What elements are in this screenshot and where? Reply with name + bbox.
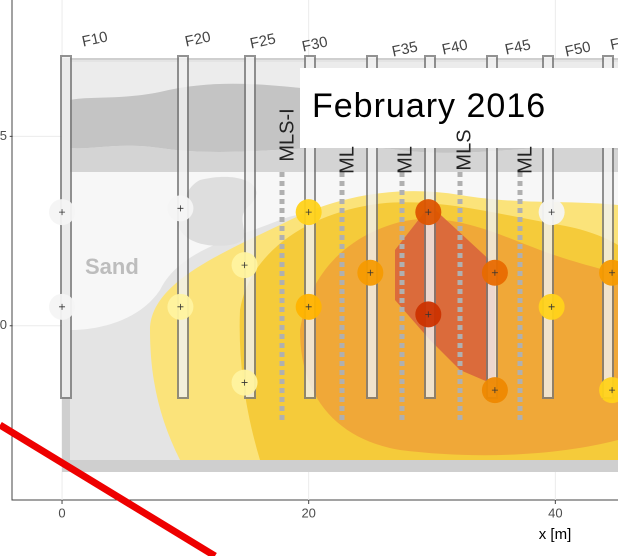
sample-point bbox=[482, 377, 508, 403]
sample-point bbox=[415, 301, 441, 327]
x-tick-label: 20 bbox=[301, 505, 315, 520]
y-tick-label: 0 bbox=[0, 317, 7, 332]
sampler-label: ML bbox=[514, 146, 536, 174]
sample-point bbox=[49, 294, 75, 320]
sample-point bbox=[49, 199, 75, 225]
sample-point bbox=[539, 294, 565, 320]
sample-point bbox=[232, 252, 258, 278]
sample-point bbox=[539, 199, 565, 225]
well-tube bbox=[61, 56, 71, 398]
sampler-label: ML bbox=[336, 146, 358, 174]
sample-point bbox=[482, 260, 508, 286]
sample-point bbox=[167, 195, 193, 221]
well-tube bbox=[245, 56, 255, 398]
sampler-label: MLS bbox=[453, 129, 475, 170]
sample-point bbox=[232, 370, 258, 396]
sample-point bbox=[415, 199, 441, 225]
x-axis-label: x [m] bbox=[539, 526, 572, 543]
sample-point bbox=[167, 294, 193, 320]
chart: Sand February 2016 x [m] 0204005F10F20F2… bbox=[0, 0, 618, 556]
x-tick-label: 40 bbox=[548, 505, 562, 520]
sampler-label: MLS-I bbox=[276, 108, 298, 161]
sampler-label: ML bbox=[394, 146, 416, 174]
layer-label: Sand bbox=[85, 254, 139, 279]
sample-point bbox=[357, 260, 383, 286]
chart-title: February 2016 bbox=[312, 87, 546, 125]
sample-point bbox=[296, 294, 322, 320]
sample-point bbox=[296, 199, 322, 225]
well-tube bbox=[178, 56, 188, 398]
x-tick-label: 0 bbox=[58, 505, 65, 520]
y-tick-label: 5 bbox=[0, 128, 7, 143]
